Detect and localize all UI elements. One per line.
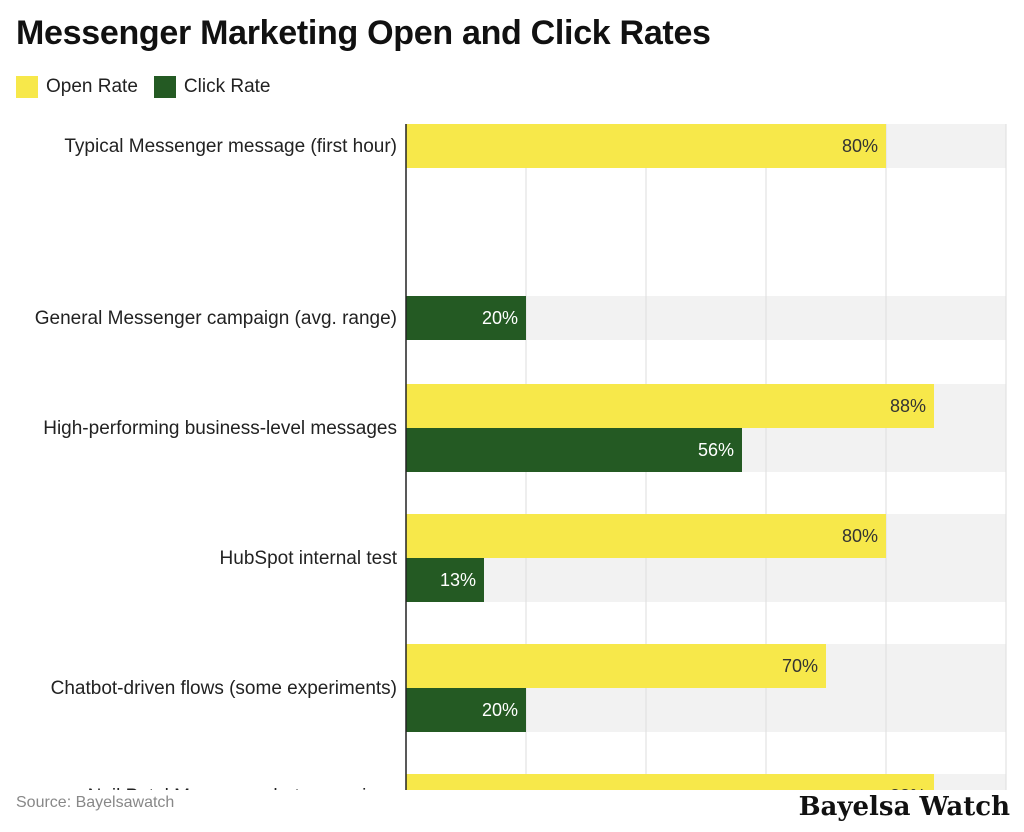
chart-title: Messenger Marketing Open and Click Rates bbox=[16, 14, 711, 52]
category-label: Neil Patel Messenger bot campaigns bbox=[88, 786, 397, 790]
category-label: High-performing business-level messages bbox=[43, 418, 397, 439]
bar-open-rate bbox=[406, 774, 934, 790]
data-label: 56% bbox=[698, 440, 734, 460]
category-label: HubSpot internal test bbox=[220, 548, 398, 569]
bar-open-rate bbox=[406, 124, 886, 168]
source-note: Source: Bayelsawatch bbox=[16, 794, 175, 811]
data-label: 80% bbox=[842, 136, 878, 156]
category-label: Typical Messenger message (first hour) bbox=[64, 136, 397, 157]
bar-open-rate bbox=[406, 384, 934, 428]
data-label: 20% bbox=[482, 308, 518, 328]
bar-track bbox=[406, 558, 1006, 602]
legend-swatch-click-rate bbox=[153, 76, 176, 98]
bar-open-rate bbox=[406, 644, 826, 688]
data-label: 88% bbox=[890, 786, 926, 790]
bar-click-rate bbox=[406, 688, 526, 732]
bar-open-rate bbox=[406, 514, 886, 558]
bar-click-rate bbox=[406, 428, 742, 472]
legend-item-open-rate: Open Rate bbox=[16, 76, 138, 98]
legend: Open Rate Click Rate bbox=[16, 76, 270, 98]
brand-logo: Bayelsa Watch bbox=[798, 792, 1010, 822]
bar-click-rate bbox=[406, 296, 526, 340]
legend-label-open-rate: Open Rate bbox=[46, 76, 138, 97]
data-label: 80% bbox=[842, 526, 878, 546]
category-label: General Messenger campaign (avg. range) bbox=[35, 308, 397, 329]
data-label: 20% bbox=[482, 700, 518, 720]
legend-item-click-rate: Click Rate bbox=[153, 76, 271, 98]
data-label: 13% bbox=[440, 570, 476, 590]
legend-label-click-rate: Click Rate bbox=[183, 76, 271, 97]
category-label: Chatbot-driven flows (some experiments) bbox=[51, 678, 397, 699]
data-label: 88% bbox=[890, 396, 926, 416]
bar-click-rate bbox=[406, 558, 484, 602]
bar-chart: 0%20%40%60%80%100%80%Typical Messenger m… bbox=[35, 124, 1007, 790]
data-label: 70% bbox=[782, 656, 818, 676]
legend-swatch-open-rate bbox=[16, 76, 38, 98]
